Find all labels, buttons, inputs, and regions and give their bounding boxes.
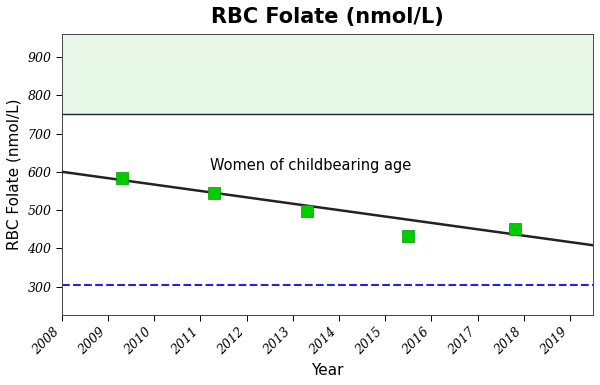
Point xyxy=(209,190,219,196)
Bar xyxy=(62,34,593,114)
Text: Women of childbearing age: Women of childbearing age xyxy=(210,157,411,172)
Point xyxy=(404,233,413,239)
Y-axis label: RBC Folate (nmol/L): RBC Folate (nmol/L) xyxy=(7,99,22,250)
Point xyxy=(510,226,520,232)
Title: RBC Folate (nmol/L): RBC Folate (nmol/L) xyxy=(211,7,444,27)
X-axis label: Year: Year xyxy=(311,363,344,378)
Point xyxy=(117,174,127,181)
Point xyxy=(302,208,311,214)
